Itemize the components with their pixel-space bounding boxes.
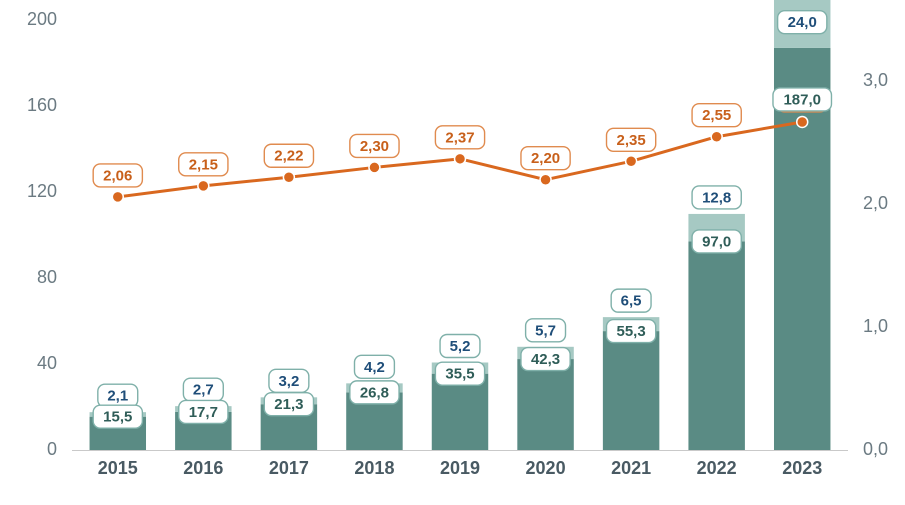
bar-bottom-value-label: 97,0 <box>692 230 741 253</box>
y-left-tick-label: 120 <box>27 181 57 201</box>
y-left-tick-label: 200 <box>27 9 57 29</box>
y-left-tick-label: 0 <box>47 439 57 459</box>
line-marker <box>283 172 294 183</box>
line-marker <box>797 116 808 127</box>
svg-text:6,5: 6,5 <box>621 293 642 310</box>
svg-text:187,0: 187,0 <box>783 91 821 108</box>
svg-text:15,5: 15,5 <box>103 409 132 426</box>
bar-bottom-seg <box>688 241 744 450</box>
line-marker <box>711 131 722 142</box>
svg-text:2,37: 2,37 <box>445 129 474 146</box>
combo-chart: 0 40 80 120 160 200 0,0 1,0 2,0 3,0 2015 2016 2017 20… <box>0 0 905 505</box>
svg-text:55,3: 55,3 <box>617 323 646 340</box>
x-tick-label: 2018 <box>354 458 394 478</box>
svg-text:24,0: 24,0 <box>788 14 817 31</box>
bar-bottom-value-label: 15,5 <box>93 405 142 428</box>
x-tick-label: 2023 <box>782 458 822 478</box>
bar-bottom-value-label: 42,3 <box>521 348 570 371</box>
line-value-label: 2,37 <box>435 126 484 149</box>
line-value-label: 2,35 <box>607 128 656 151</box>
line-value-label: 2,55 <box>692 104 741 127</box>
svg-text:26,8: 26,8 <box>360 384 389 401</box>
line-value-label: 2,30 <box>350 134 399 157</box>
svg-text:97,0: 97,0 <box>702 233 731 250</box>
svg-text:2,22: 2,22 <box>274 148 303 165</box>
line-value-label: 2,06 <box>93 164 142 187</box>
bar-bottom-value-label: 17,7 <box>179 400 228 423</box>
x-tick-label: 2021 <box>611 458 651 478</box>
bar-top-value-label: 3,2 <box>269 369 309 392</box>
svg-text:2,06: 2,06 <box>103 167 132 184</box>
svg-text:2,7: 2,7 <box>193 382 214 399</box>
x-tick-label: 2022 <box>697 458 737 478</box>
svg-text:17,7: 17,7 <box>189 404 218 421</box>
line-value-label: 2,22 <box>264 144 313 167</box>
y-right-tick-label: 3,0 <box>863 70 888 90</box>
x-tick-label: 2019 <box>440 458 480 478</box>
line-marker <box>112 191 123 202</box>
line-value-label: 2,15 <box>179 153 228 176</box>
bar-bottom-value-label: 21,3 <box>264 393 313 416</box>
y-left-tick-label: 40 <box>37 353 57 373</box>
line-value-label: 2,20 <box>521 147 570 170</box>
x-tick-label: 2015 <box>98 458 138 478</box>
bar-bottom-value-label: 187,0 <box>773 88 832 111</box>
bar-top-value-label: 24,0 <box>778 11 827 34</box>
bar-bottom-value-label: 35,5 <box>435 362 484 385</box>
bar-bottom-value-label: 55,3 <box>607 320 656 343</box>
bar-bottom-seg <box>517 359 573 450</box>
svg-text:2,30: 2,30 <box>360 138 389 155</box>
y-right-tick-label: 1,0 <box>863 316 888 336</box>
y-left-tick-label: 80 <box>37 267 57 287</box>
bar-top-value-label: 5,2 <box>440 334 480 357</box>
svg-text:2,35: 2,35 <box>617 132 646 149</box>
svg-text:2,20: 2,20 <box>531 150 560 167</box>
x-tick-label: 2017 <box>269 458 309 478</box>
bar-top-value-label: 4,2 <box>354 355 394 378</box>
bar-bottom-value-label: 26,8 <box>350 381 399 404</box>
svg-text:2,1: 2,1 <box>107 388 128 405</box>
x-tick-label: 2016 <box>183 458 223 478</box>
bar-top-value-label: 2,7 <box>183 378 223 401</box>
svg-text:12,8: 12,8 <box>702 189 731 206</box>
svg-text:42,3: 42,3 <box>531 351 560 368</box>
y-left-tick-label: 160 <box>27 95 57 115</box>
bar-bottom-seg <box>603 331 659 450</box>
svg-text:21,3: 21,3 <box>274 396 303 413</box>
svg-text:5,7: 5,7 <box>535 322 556 339</box>
line-marker <box>540 174 551 185</box>
svg-text:4,2: 4,2 <box>364 359 385 376</box>
y-right-tick-label: 2,0 <box>863 193 888 213</box>
svg-text:2,15: 2,15 <box>189 156 218 173</box>
x-tick-label: 2020 <box>526 458 566 478</box>
line-marker <box>626 156 637 167</box>
svg-text:5,2: 5,2 <box>450 338 471 355</box>
bar-top-value-label: 6,5 <box>611 289 651 312</box>
svg-text:35,5: 35,5 <box>445 366 474 383</box>
bar-top-value-label: 2,1 <box>98 384 138 407</box>
line-marker <box>455 153 466 164</box>
y-right-tick-label: 0,0 <box>863 439 888 459</box>
bar-top-value-label: 12,8 <box>692 186 741 209</box>
svg-text:3,2: 3,2 <box>278 373 299 390</box>
line-marker <box>198 180 209 191</box>
line-marker <box>369 162 380 173</box>
bar-top-value-label: 5,7 <box>526 319 566 342</box>
svg-text:2,55: 2,55 <box>702 107 731 124</box>
